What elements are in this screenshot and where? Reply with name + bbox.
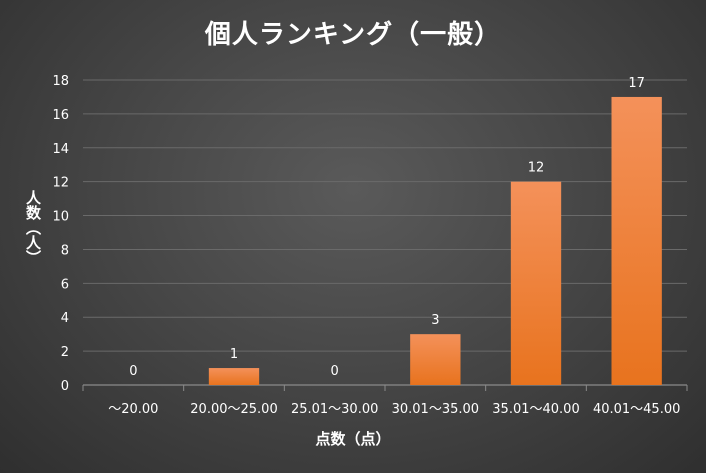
x-tick-label: 25.01～30.00	[291, 402, 378, 417]
y-tick-label: 4	[61, 311, 69, 326]
y-tick-label: 0	[61, 379, 69, 394]
y-tick-label: 2	[61, 345, 69, 360]
data-label: 0	[331, 364, 339, 379]
y-tick-label: 18	[52, 74, 69, 89]
x-tick-label: 30.01～35.00	[392, 402, 479, 417]
y-tick-label: 16	[52, 108, 69, 123]
y-tick-label: 10	[52, 210, 69, 225]
data-label: 3	[431, 313, 439, 328]
y-axis-label: 人数（人）	[24, 190, 42, 265]
y-tick-label: 8	[61, 243, 69, 258]
data-label: 0	[129, 364, 137, 379]
y-tick-label: 12	[52, 176, 69, 191]
x-tick-label: 35.01～40.00	[492, 402, 579, 417]
bar	[410, 334, 461, 385]
chart-title: 個人ランキング（一般）	[204, 20, 502, 50]
data-label: 1	[230, 347, 238, 362]
data-label: 17	[628, 76, 645, 91]
x-tick-label: 20.00～25.00	[190, 402, 277, 417]
y-tick-label: 6	[61, 277, 69, 292]
y-tick-label: 14	[52, 142, 69, 157]
bar	[611, 96, 662, 385]
bar	[208, 368, 260, 385]
x-axis-label: 点数（点）	[315, 430, 391, 448]
data-label: 12	[528, 161, 545, 176]
x-tick-label: ～20.00	[108, 402, 158, 417]
x-tick-label: 40.01～45.00	[593, 402, 680, 417]
bar	[510, 181, 562, 385]
